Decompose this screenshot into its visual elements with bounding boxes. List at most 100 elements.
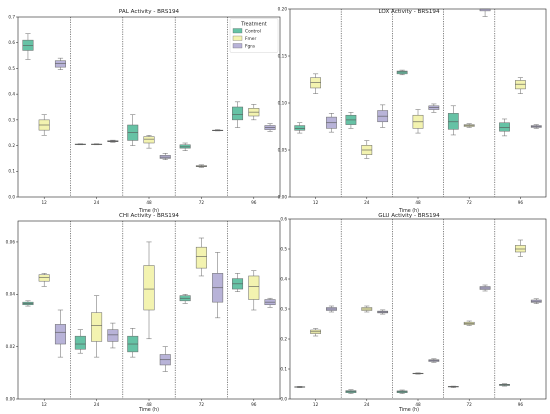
lox-activity-chart: LOX Activity - BRS194 0.000.050.100.150.… bbox=[278, 6, 547, 214]
y-axis: 0.00 0.02 0.04 0.06 bbox=[6, 239, 18, 401]
box-fmer-48 bbox=[412, 372, 424, 375]
box-control-24 bbox=[345, 112, 357, 129]
box-fgra-72 bbox=[212, 252, 224, 319]
box-iqr bbox=[74, 335, 86, 350]
box-fgra-48 bbox=[159, 346, 171, 372]
x-tick-label: 72 bbox=[467, 200, 473, 205]
x-tick-label: 12 bbox=[42, 200, 48, 205]
box-control-72 bbox=[179, 294, 191, 304]
box-iqr bbox=[515, 80, 526, 90]
x-axis: 12 24 48 72 96 bbox=[313, 197, 523, 205]
box-control-24 bbox=[345, 389, 357, 394]
group-dividers bbox=[340, 219, 496, 399]
x-tick-label: 24 bbox=[364, 200, 370, 205]
x-tick-label: 24 bbox=[364, 402, 370, 407]
pal-activity-chart: PAL Activity - BRS194 0.0 0.1 0.2 0.3 0.4 0.5… bbox=[8, 9, 281, 214]
y-tick-label: 0.6 bbox=[8, 40, 15, 45]
y-tick-label: 0.05 bbox=[278, 147, 288, 152]
x-tick-label: 12 bbox=[313, 402, 319, 407]
y-axis: 0.0 0.1 0.2 0.3 0.4 0.5 0.6 0.7 bbox=[8, 14, 18, 199]
y-tick-label: 0.5 bbox=[280, 246, 287, 251]
group-dividers bbox=[70, 221, 228, 399]
y-tick-label: 0.04 bbox=[6, 292, 16, 297]
box-fmer-48 bbox=[143, 135, 155, 149]
box-control-12 bbox=[22, 300, 34, 307]
x-axis-label: Time (h) bbox=[398, 407, 419, 413]
x-tick-label: 96 bbox=[518, 200, 524, 205]
box-fgra-96 bbox=[530, 298, 542, 304]
y-tick-label: 0.0 bbox=[280, 396, 287, 401]
box-control-72 bbox=[179, 142, 191, 151]
box-fmer-72 bbox=[195, 164, 207, 168]
x-tick-label: 24 bbox=[94, 200, 100, 205]
x-axis: 12 24 48 72 96 bbox=[313, 399, 523, 407]
y-tick-label: 0.1 bbox=[280, 366, 287, 371]
box-fmer-72 bbox=[463, 320, 475, 326]
box-iqr bbox=[447, 113, 459, 130]
box-plots bbox=[22, 33, 276, 168]
box-fmer-24 bbox=[361, 140, 373, 159]
y-tick-label: 0.00 bbox=[6, 396, 16, 401]
x-axis: 12 24 48 72 96 bbox=[42, 197, 257, 205]
box-control-96 bbox=[232, 273, 244, 292]
box-fmer-12 bbox=[310, 73, 321, 94]
x-tick-label: 48 bbox=[415, 200, 421, 205]
box-fgra-24 bbox=[377, 309, 389, 315]
box-control-12 bbox=[294, 122, 306, 134]
y-tick-label: 0.10 bbox=[278, 100, 288, 105]
box-iqr bbox=[195, 246, 207, 269]
box-fgra-24 bbox=[107, 139, 119, 143]
x-tick-label: 96 bbox=[518, 402, 524, 407]
box-iqr bbox=[38, 274, 50, 282]
box-fmer-12 bbox=[310, 328, 321, 337]
box-fgra-48 bbox=[159, 153, 171, 160]
box-fmer-96 bbox=[248, 104, 260, 121]
box-fgra-12 bbox=[54, 57, 66, 70]
group-dividers bbox=[340, 9, 496, 197]
y-axis: 0.00 0.05 0.10 0.15 0.20 bbox=[278, 6, 290, 199]
y-tick-label: 0.00 bbox=[278, 194, 288, 199]
y-tick-label: 0.1 bbox=[8, 169, 15, 174]
box-fgra-72 bbox=[479, 8, 491, 17]
box-control-12 bbox=[294, 386, 306, 388]
x-tick-label: 12 bbox=[42, 402, 48, 407]
box-iqr bbox=[396, 70, 408, 75]
box-iqr bbox=[143, 265, 155, 311]
group-dividers bbox=[70, 17, 228, 197]
x-tick-label: 48 bbox=[146, 200, 152, 205]
box-control-24 bbox=[74, 329, 86, 354]
box-control-72 bbox=[447, 385, 459, 388]
x-tick-label: 72 bbox=[199, 200, 205, 205]
legend-entry-fmer: Fmer bbox=[245, 36, 257, 42]
box-fmer-24 bbox=[361, 305, 373, 313]
legend-entry-control: Control bbox=[245, 29, 261, 35]
box-fmer-48 bbox=[143, 241, 155, 340]
box-plots bbox=[294, 8, 542, 159]
x-tick-label: 72 bbox=[467, 402, 473, 407]
box-control-48 bbox=[127, 114, 139, 146]
box-control-96 bbox=[499, 383, 510, 387]
legend: Treatment Control Fmer Fgra bbox=[229, 18, 279, 53]
box-fmer-96 bbox=[515, 77, 526, 94]
y-tick-label: 0.4 bbox=[280, 276, 287, 281]
box-plots bbox=[294, 239, 542, 394]
box-iqr bbox=[499, 122, 510, 132]
legend-title: Treatment bbox=[240, 22, 266, 28]
box-fmer-24 bbox=[91, 143, 103, 146]
y-tick-label: 0.02 bbox=[6, 344, 16, 349]
legend-swatch-fmer bbox=[232, 35, 243, 41]
chi-activity-chart: CHI Activity - BRS194 0.00 0.02 0.04 0.06 1… bbox=[6, 213, 281, 413]
box-control-72 bbox=[447, 105, 459, 136]
box-fgra-48 bbox=[428, 103, 440, 113]
box-fgra-24 bbox=[107, 322, 119, 349]
box-iqr bbox=[143, 136, 155, 144]
box-iqr bbox=[294, 125, 306, 131]
box-fgra-12 bbox=[54, 309, 66, 358]
y-tick-label: 0.4 bbox=[8, 92, 15, 97]
box-iqr bbox=[54, 324, 66, 345]
box-iqr bbox=[232, 106, 244, 121]
box-control-12 bbox=[22, 33, 34, 60]
box-fgra-96 bbox=[530, 124, 542, 129]
x-tick-label: 48 bbox=[415, 402, 421, 407]
